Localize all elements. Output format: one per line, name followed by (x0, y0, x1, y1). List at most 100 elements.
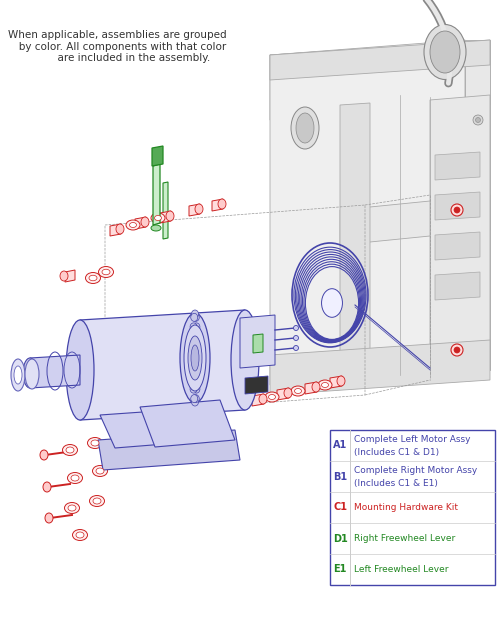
Ellipse shape (291, 386, 305, 396)
Text: (Includes C1 & E1): (Includes C1 & E1) (354, 479, 438, 488)
Polygon shape (270, 40, 465, 385)
Ellipse shape (231, 310, 259, 410)
Polygon shape (270, 40, 490, 80)
Polygon shape (435, 192, 480, 220)
Ellipse shape (180, 313, 210, 403)
Polygon shape (245, 376, 268, 394)
Circle shape (473, 115, 483, 125)
Ellipse shape (195, 204, 203, 214)
Ellipse shape (312, 382, 320, 392)
Ellipse shape (86, 272, 100, 284)
Ellipse shape (14, 366, 22, 384)
Polygon shape (270, 40, 490, 120)
Ellipse shape (318, 380, 332, 390)
Ellipse shape (337, 376, 345, 386)
Ellipse shape (322, 289, 342, 317)
Polygon shape (98, 430, 240, 470)
Ellipse shape (11, 359, 25, 391)
Ellipse shape (294, 346, 298, 351)
Polygon shape (340, 103, 370, 382)
Ellipse shape (62, 444, 78, 456)
Ellipse shape (190, 394, 198, 403)
Text: A1: A1 (333, 441, 347, 451)
Ellipse shape (194, 371, 200, 379)
Text: C1: C1 (333, 503, 347, 513)
Polygon shape (270, 340, 490, 395)
Polygon shape (435, 232, 480, 260)
Text: E1: E1 (334, 565, 346, 575)
Ellipse shape (192, 310, 198, 318)
Ellipse shape (190, 385, 197, 393)
Ellipse shape (166, 211, 174, 221)
Ellipse shape (72, 529, 88, 541)
Ellipse shape (194, 337, 200, 345)
Ellipse shape (188, 336, 202, 380)
Polygon shape (435, 152, 480, 180)
Polygon shape (252, 394, 264, 406)
Ellipse shape (294, 389, 302, 394)
Polygon shape (135, 217, 146, 229)
Ellipse shape (190, 313, 198, 322)
Ellipse shape (322, 382, 328, 387)
Ellipse shape (45, 513, 53, 523)
Text: Left Freewheel Lever: Left Freewheel Lever (354, 565, 448, 574)
Ellipse shape (141, 217, 149, 227)
Ellipse shape (60, 271, 68, 281)
Ellipse shape (192, 398, 198, 406)
Ellipse shape (66, 447, 74, 453)
Circle shape (454, 207, 460, 213)
Ellipse shape (190, 323, 197, 331)
Ellipse shape (190, 337, 196, 345)
Ellipse shape (98, 266, 114, 277)
Bar (330, 430, 495, 585)
Ellipse shape (40, 450, 48, 460)
Polygon shape (100, 408, 215, 448)
Text: Complete Left Motor Assy: Complete Left Motor Assy (354, 435, 470, 444)
Ellipse shape (294, 325, 298, 330)
Polygon shape (153, 164, 160, 225)
Ellipse shape (89, 275, 97, 281)
Ellipse shape (259, 394, 267, 404)
Ellipse shape (71, 475, 79, 481)
Polygon shape (65, 270, 75, 282)
Text: (Includes C1 & D1): (Includes C1 & D1) (354, 448, 439, 457)
Ellipse shape (151, 213, 165, 223)
Ellipse shape (424, 25, 466, 80)
Circle shape (476, 118, 480, 123)
Ellipse shape (191, 345, 199, 371)
Ellipse shape (192, 313, 200, 322)
Text: D1: D1 (332, 534, 347, 544)
Ellipse shape (116, 224, 124, 234)
Text: B1: B1 (333, 472, 347, 482)
Ellipse shape (194, 354, 200, 362)
Ellipse shape (265, 392, 279, 402)
Ellipse shape (92, 465, 108, 477)
Ellipse shape (93, 498, 101, 504)
Polygon shape (305, 382, 317, 394)
Ellipse shape (268, 394, 276, 399)
Text: Complete Right Motor Assy: Complete Right Motor Assy (354, 466, 477, 475)
Polygon shape (110, 224, 121, 236)
Ellipse shape (64, 503, 80, 513)
Polygon shape (435, 272, 480, 300)
Ellipse shape (192, 394, 200, 403)
Ellipse shape (68, 472, 82, 484)
Ellipse shape (76, 532, 84, 538)
Ellipse shape (90, 496, 104, 506)
Text: Right Freewheel Lever: Right Freewheel Lever (354, 534, 455, 543)
Ellipse shape (130, 223, 136, 227)
Polygon shape (240, 315, 275, 368)
Circle shape (451, 204, 463, 216)
Ellipse shape (430, 31, 460, 73)
Polygon shape (277, 388, 289, 400)
Ellipse shape (88, 437, 102, 449)
Ellipse shape (66, 320, 94, 420)
Circle shape (454, 347, 460, 353)
Ellipse shape (68, 505, 76, 511)
Polygon shape (152, 146, 163, 166)
Polygon shape (330, 376, 342, 388)
Circle shape (451, 344, 463, 356)
Ellipse shape (43, 482, 51, 492)
Ellipse shape (291, 107, 319, 149)
Ellipse shape (193, 385, 200, 393)
